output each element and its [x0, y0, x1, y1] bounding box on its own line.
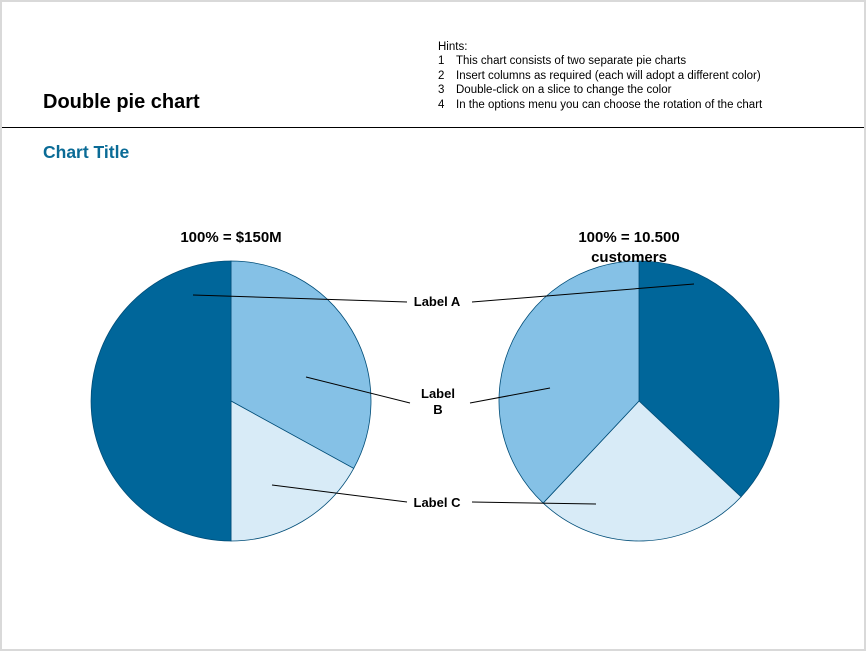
- hint-text: Insert columns as required (each will ad…: [456, 69, 761, 82]
- hint-item: 3 Double-click on a slice to change the …: [438, 83, 762, 97]
- pie-chart-right[interactable]: [498, 260, 780, 542]
- hint-number: 3: [438, 84, 445, 97]
- hint-item: 1 This chart consists of two separate pi…: [438, 54, 762, 68]
- hint-item: 2 Insert columns as required (each will …: [438, 69, 762, 83]
- pie-1-slice-label-c[interactable]: [230, 400, 355, 542]
- pie-chart-left[interactable]: [90, 260, 372, 542]
- hint-text: Double-click on a slice to change the co…: [456, 84, 672, 97]
- label-b-line1[interactable]: Label: [421, 386, 455, 401]
- label-a[interactable]: Label A: [414, 294, 461, 309]
- hints-box: Hints: 1 This chart consists of two sepa…: [438, 40, 762, 112]
- pie-2-slice-label-c[interactable]: [542, 400, 742, 542]
- pie-right-caption-line2: customers: [591, 249, 667, 266]
- leader-a-right: [471, 283, 695, 303]
- header-divider: [2, 127, 864, 128]
- hint-text: This chart consists of two separate pie …: [456, 55, 687, 68]
- leader-b-left: [305, 376, 411, 404]
- leader-a-left: [192, 294, 408, 303]
- pie-1-slice-label-a[interactable]: [90, 260, 232, 542]
- slide-title: Double pie chart: [43, 91, 200, 113]
- pie-2-slice-label-a[interactable]: [638, 260, 780, 498]
- leader-c-left: [271, 484, 408, 503]
- hint-item: 4 In the options menu you can choose the…: [438, 98, 762, 112]
- pie-left-caption: 100% = $150M: [180, 229, 281, 246]
- hints-title: Hints:: [438, 41, 468, 53]
- pie-right-caption: 100% = 10.500: [578, 229, 679, 246]
- leader-lines: [192, 283, 695, 505]
- hint-number: 4: [438, 98, 445, 111]
- label-c[interactable]: Label C: [414, 495, 462, 510]
- chart-title[interactable]: Chart Title: [43, 142, 130, 162]
- label-b-line2[interactable]: B: [433, 402, 442, 417]
- leader-c-right: [471, 501, 597, 505]
- pie-1-slice-label-b[interactable]: [230, 260, 372, 469]
- leader-b-right: [469, 387, 551, 404]
- hint-number: 2: [438, 69, 445, 82]
- pie-2-slice-label-b[interactable]: [498, 260, 640, 504]
- hint-text: In the options menu you can choose the r…: [456, 98, 763, 111]
- hint-number: 1: [438, 55, 445, 68]
